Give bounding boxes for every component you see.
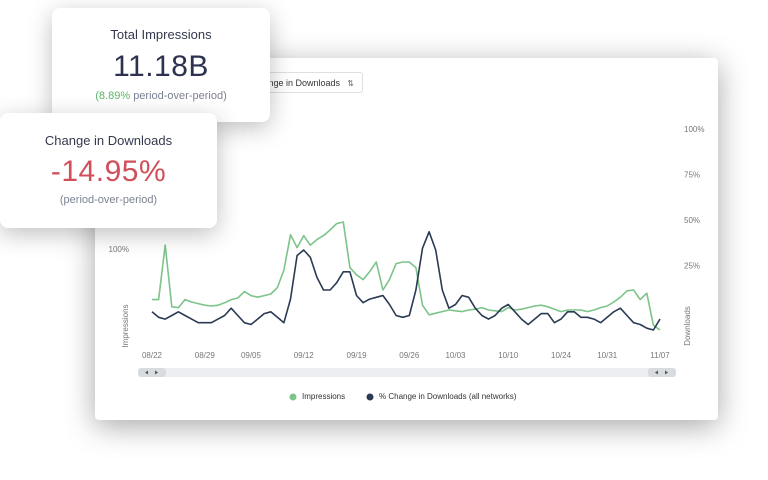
series-line [152,221,661,331]
legend-swatch [289,393,297,401]
legend-label: Impressions [302,392,345,401]
chart: Impressions Downloads 100% 25% 50% 75% 100% 0… [109,125,705,401]
x-tick-label: 08/29 [195,351,216,360]
x-tick-label: 10/24 [551,351,572,360]
y2-tick-label: 25% [684,261,700,270]
downloads-card: Change in Downloads -14.95% (period-over… [0,113,217,228]
legend-label: % Change in Downloads (all networks) [379,392,517,401]
card-title: Total Impressions [110,27,212,42]
card-note: (8.89% period-over-period) [52,90,270,102]
scrollbar-track[interactable] [138,368,676,377]
dropdown-caret: ⇅ [347,79,354,88]
y2-axis-label: Downloads [683,306,692,346]
scrollbar-handle[interactable] [138,368,166,377]
card-value: 11.18B [113,50,209,83]
x-tick-label: 09/12 [294,351,315,360]
dropdown-label: Change in Downloads [252,78,341,88]
card-note-text: period-over-period) [133,90,227,102]
scrollbar-handle[interactable] [648,368,676,377]
x-tick-label: 10/03 [445,351,466,360]
card-value: -14.95% [50,155,167,188]
y-tick-label: 100% [109,245,129,254]
x-tick-label: 10/31 [597,351,618,360]
series-line [151,231,661,331]
x-tick-label: 10/10 [498,351,519,360]
impressions-card: Total Impressions 11.18B (8.89% period-o… [52,8,270,122]
x-tick-label: 09/05 [241,351,262,360]
x-tick-label: 09/26 [399,351,420,360]
card-change: (8.89% [95,90,131,102]
legend-swatch [366,393,374,401]
x-tick-label: 08/22 [142,351,163,360]
card-note: (period-over-period) [59,194,158,206]
x-tick-label: 11/07 [650,351,670,360]
y2-tick-label: 75% [684,171,700,180]
y-axis-label: Impressions [121,304,130,347]
card-title: Change in Downloads [44,133,173,148]
y2-tick-label: 100% [684,125,704,134]
x-tick-label: 09/19 [347,351,368,360]
chart-panel: Change in Downloads ⇅ Impressions Downloa… [95,58,718,420]
y2-tick-label: 50% [684,216,700,225]
